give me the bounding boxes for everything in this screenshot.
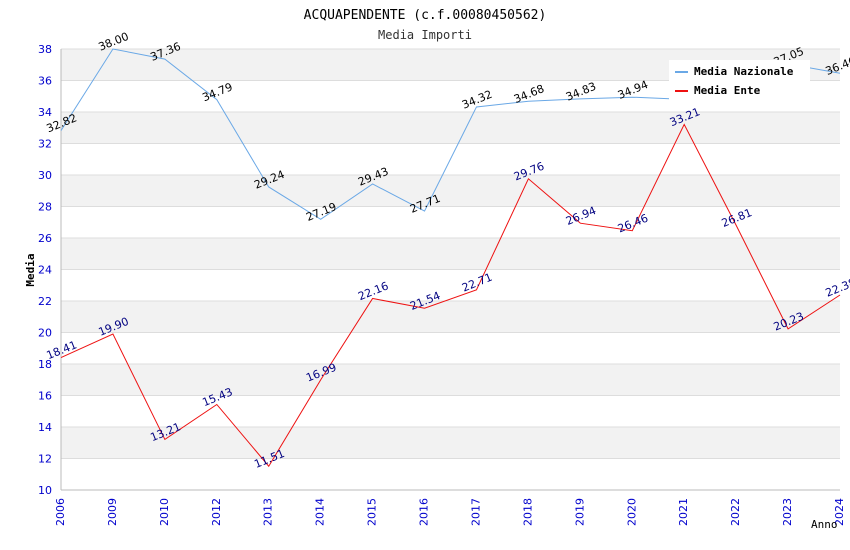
gridlines (60, 48, 840, 491)
y-tick-label: 32 (38, 138, 52, 151)
y-tick-label: 12 (38, 453, 52, 466)
y-tick-label: 10 (38, 484, 52, 497)
y-tick-label: 20 (38, 327, 52, 340)
y-tick-label: 28 (38, 201, 52, 214)
y-tick-label: 14 (38, 421, 52, 434)
plot-band (61, 364, 840, 396)
plot-band (61, 427, 840, 459)
x-axis-label: Anno (811, 518, 838, 531)
x-tick-label: 2024 (833, 498, 846, 526)
y-tick-label: 26 (38, 232, 52, 245)
plot-band (61, 301, 840, 333)
series-line-media-ente (60, 123, 841, 468)
y-tick-label: 18 (38, 358, 52, 371)
x-tick-label: 2017 (469, 498, 482, 526)
data-label-media-ente: 22.16 (356, 279, 390, 303)
x-tick-label: 2022 (729, 498, 742, 526)
y-axis-label: Media (24, 253, 37, 286)
x-tick-label: 2012 (210, 498, 223, 526)
data-label-media-ente: 18.41 (45, 338, 79, 362)
data-label-media-nazionale: 34.83 (564, 80, 598, 104)
x-tick-label: 2023 (781, 498, 794, 526)
x-tick-label: 2020 (625, 498, 638, 526)
y-tick-label: 34 (38, 106, 52, 119)
chart-title: ACQUAPENDENTE (c.f.00080450562) (304, 8, 547, 23)
x-tick-label: 2018 (521, 498, 534, 526)
data-label-media-nazionale: 34.32 (460, 88, 494, 112)
x-tick-label: 2009 (106, 498, 119, 526)
x-tick-label: 2014 (314, 498, 327, 526)
x-tick-labels: 2006 2009 2010 2012 2013 2014 2015 2016 2017 2018… (54, 498, 846, 526)
y-tick-label: 22 (38, 295, 52, 308)
legend-label-media-nazionale: Media Nazionale (694, 65, 794, 78)
data-label-media-ente: 22.38 (824, 276, 850, 300)
x-tick-label: 2019 (573, 498, 586, 526)
plot-bands (61, 49, 840, 459)
plot-band (61, 238, 840, 270)
x-tick-label: 2016 (418, 498, 431, 526)
chart-subtitle: Media Importi (378, 28, 472, 42)
y-tick-label: 16 (38, 390, 52, 403)
data-label-media-ente: 26.46 (616, 212, 650, 236)
y-tick-label: 36 (38, 75, 52, 88)
data-label-media-ente: 22.71 (460, 271, 494, 295)
y-tick-label: 24 (38, 264, 52, 277)
data-label-media-nazionale: 34.68 (512, 82, 546, 106)
x-tick-label: 2006 (54, 498, 67, 526)
legend: Media Nazionale Media Ente (669, 60, 810, 102)
x-tick-label: 2021 (677, 498, 690, 526)
plot-band (61, 175, 840, 207)
data-label-media-nazionale: 34.94 (616, 78, 650, 102)
legend-box (669, 60, 810, 102)
y-tick-label: 38 (38, 43, 52, 56)
y-tick-labels: 10 12 14 16 18 20 22 24 26 28 30 32 34 36 38 (38, 43, 52, 497)
data-label-media-ente: 26.94 (564, 204, 598, 228)
legend-label-media-ente: Media Ente (694, 84, 761, 97)
plot-band (61, 112, 840, 144)
x-tick-label: 2015 (366, 498, 379, 526)
y-tick-label: 30 (38, 169, 52, 182)
x-tick-label: 2010 (158, 498, 171, 526)
x-tick-label: 2013 (262, 498, 275, 526)
